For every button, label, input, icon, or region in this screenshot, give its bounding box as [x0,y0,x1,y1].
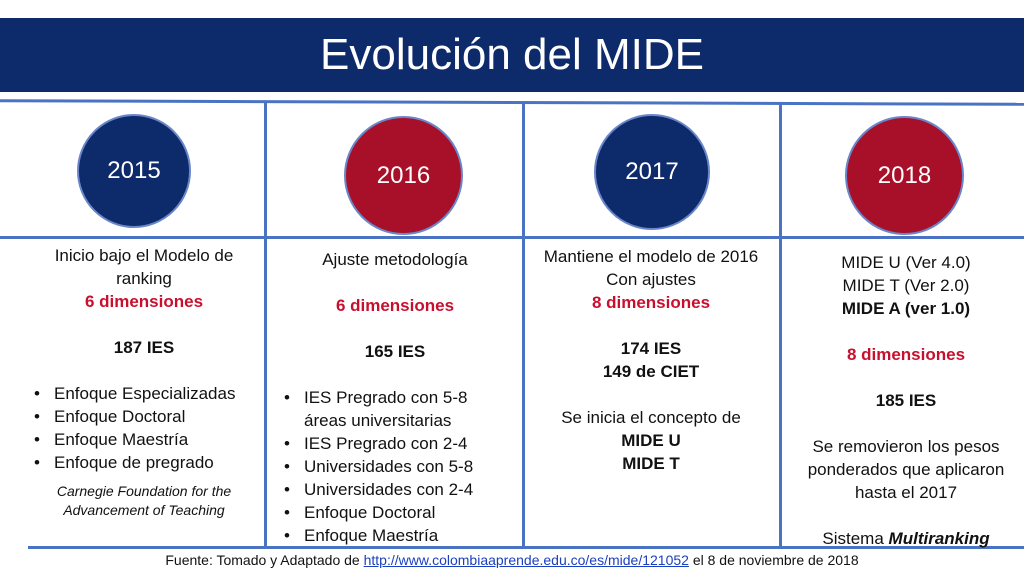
ies-count: 165 IES [364,342,426,361]
column-divider-2 [522,103,525,546]
concept-text: Se inicia el concepto de [561,408,741,427]
list-item: Enfoque Doctoral [30,405,260,428]
source-link[interactable]: http://www.colombiaaprende.edu.co/es/mid… [363,552,689,568]
column-2015: Inicio bajo el Modelo de ranking 6 dimen… [28,244,260,520]
column-2016: Ajuste metodología 6 dimensiones 165 IES… [270,248,520,547]
list-item: Enfoque Doctoral [280,501,520,524]
version-line: MIDE U (Ver 4.0) [841,253,971,272]
list-item: IES Pregrado con 2-4 [280,432,520,455]
ies-count: 187 IES [113,338,175,357]
column-divider-3 [779,103,782,546]
intro-text: Ajuste metodología [322,250,468,269]
page-title: Evolución del MIDE [320,30,704,79]
middle-divider [0,236,1024,239]
footer-source: Fuente: Tomado y Adaptado de http://www.… [0,552,1024,568]
bullet-list: Enfoque Especializadas Enfoque Doctoral … [28,382,260,474]
ies-count: 174 IES [620,339,682,358]
column-divider-1 [264,103,267,546]
mide-t-label: MIDE T [622,454,680,473]
bottom-divider [28,546,1024,549]
intro-text: Inicio bajo el Modelo de ranking [54,246,234,288]
footer-suffix: el 8 de noviembre de 2018 [692,552,859,568]
year-label: 2015 [107,157,161,184]
column-2017: Mantiene el modelo de 2016 Con ajustes 8… [535,245,767,475]
system-prefix: Sistema [822,529,884,548]
list-item: Enfoque de pregrado [30,451,260,474]
dimensions-text: 8 dimensiones [846,345,966,364]
removed-weights-text: Se removieron los pesos ponderados que a… [807,437,1005,502]
system-name: Multiranking [888,529,990,548]
footer-prefix: Fuente: Tomado y Adaptado de [165,552,360,568]
intro-text: Mantiene el modelo de 2016 Con ajustes [543,247,759,289]
column-2018: MIDE U (Ver 4.0) MIDE T (Ver 2.0) MIDE A… [792,251,1020,550]
list-item: Universidades con 5-8 [280,455,520,478]
dimensions-text: 6 dimensiones [84,292,204,311]
bullet-list: IES Pregrado con 5-8 áreas universitaria… [270,386,520,547]
system-line: Sistema Multiranking [792,527,1020,550]
version-line: MIDE A (ver 1.0) [841,299,971,318]
year-circle-2017: 2017 [594,114,710,230]
year-label: 2018 [877,162,932,189]
year-circle-2016: 2016 [344,116,463,235]
mide-u-label: MIDE U [621,431,681,450]
year-label: 2016 [376,162,431,189]
dimensions-text: 6 dimensiones [335,296,455,315]
ciet-count: 149 de CIET [602,362,700,381]
list-item: Enfoque Maestría [280,524,520,547]
list-item: Enfoque Especializadas [30,382,260,405]
list-item: IES Pregrado con 5-8 áreas universitaria… [280,386,494,432]
year-circle-2015: 2015 [77,114,191,228]
top-divider [0,99,1024,106]
list-item: Enfoque Maestría [30,428,260,451]
year-circle-2018: 2018 [845,116,964,235]
list-item: Universidades con 2-4 [280,478,520,501]
dimensions-text: 8 dimensiones [591,293,711,312]
version-line: MIDE T (Ver 2.0) [842,276,970,295]
source-note: Carnegie Foundation for the Advancement … [56,483,232,518]
ies-count: 185 IES [875,391,937,410]
year-label: 2017 [625,158,679,185]
title-bar [0,18,1024,92]
